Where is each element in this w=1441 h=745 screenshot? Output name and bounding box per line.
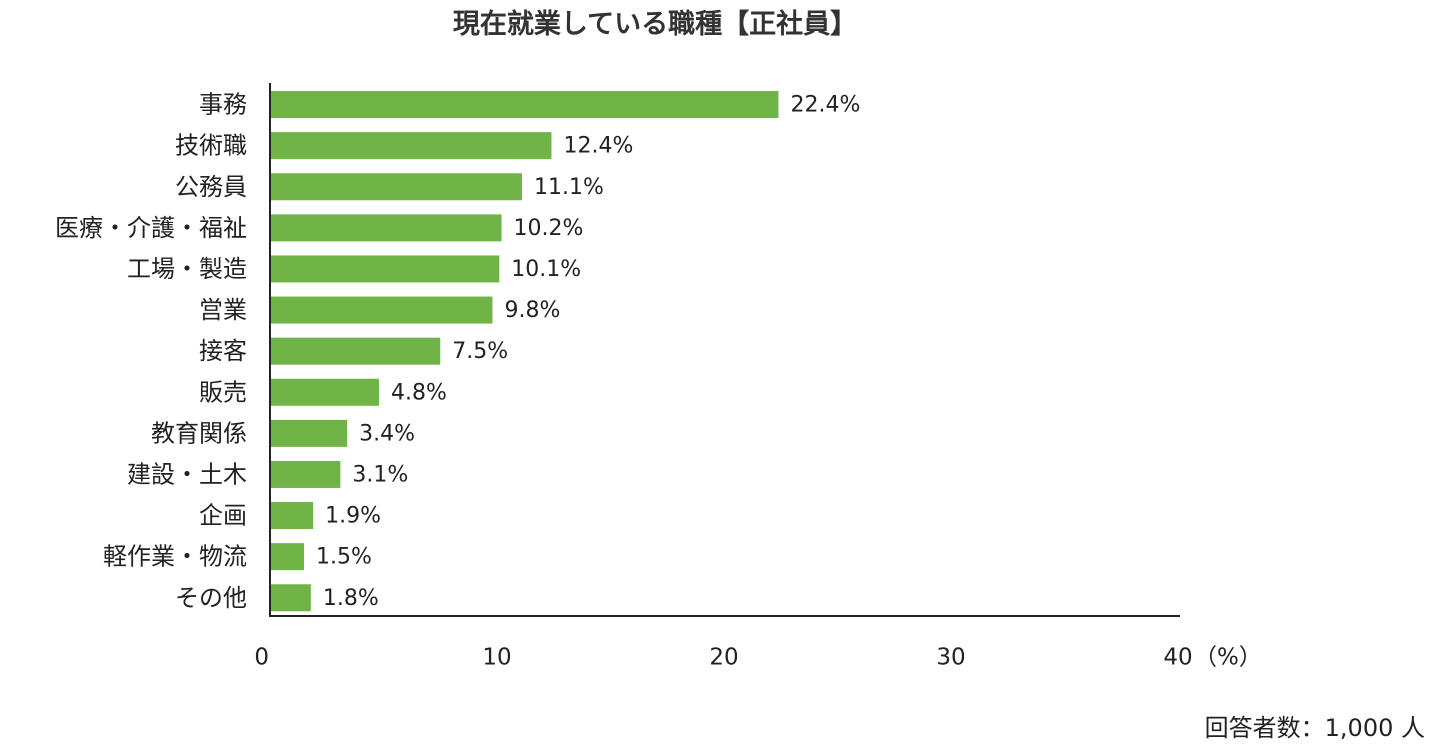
- category-label: その他: [175, 584, 247, 612]
- value-label: 10.1%: [511, 257, 581, 282]
- category-labels-layer: 事務技術職公務員医療・介護・福祉工場・製造営業接客販売教育関係建設・土木企画軽作…: [55, 91, 247, 612]
- chart-title: 現在就業している職種【正社員】: [452, 9, 858, 40]
- x-tick-label: 0: [254, 645, 269, 671]
- bar: [270, 296, 493, 324]
- value-label: 22.4%: [790, 93, 860, 118]
- value-label: 1.9%: [325, 504, 381, 529]
- x-unit-label: （%）: [1194, 645, 1262, 671]
- value-label: 3.1%: [352, 462, 408, 487]
- value-label: 9.8%: [504, 298, 560, 323]
- bar: [270, 132, 552, 160]
- bar: [270, 255, 500, 283]
- category-label: 教育関係: [151, 419, 247, 447]
- x-tick-label: 10: [482, 645, 511, 671]
- category-label: 工場・製造: [127, 255, 247, 283]
- category-label: 営業: [199, 296, 247, 324]
- bar: [270, 378, 379, 406]
- category-label: 企画: [199, 502, 247, 530]
- category-label: 建設・土木: [127, 460, 247, 488]
- value-label: 11.1%: [534, 175, 604, 200]
- category-label: 医療・介護・福祉: [55, 214, 247, 242]
- value-label: 4.8%: [391, 380, 447, 405]
- category-label: 技術職: [175, 132, 247, 160]
- bar: [270, 543, 305, 571]
- respondent-count-note: 回答者数：1,000 人: [1204, 714, 1425, 742]
- bar: [270, 502, 314, 530]
- category-label: 事務: [199, 91, 247, 119]
- value-label: 7.5%: [452, 339, 508, 364]
- category-label: 軽作業・物流: [103, 543, 247, 571]
- bar: [270, 173, 522, 201]
- value-label: 1.8%: [323, 586, 379, 611]
- bar: [270, 214, 502, 242]
- x-tick-label: 40: [1163, 645, 1192, 671]
- bar: [270, 337, 441, 365]
- category-label: 販売: [199, 378, 247, 406]
- bar: [270, 584, 311, 612]
- bar: [270, 460, 341, 488]
- value-label: 1.5%: [316, 545, 372, 570]
- bar: [270, 91, 779, 119]
- bar: [270, 419, 348, 447]
- value-labels-layer: 22.4% 12.4% 11.1% 10.2% 10.1% 9.8% 7.5%4.8% 3.4…: [316, 93, 860, 611]
- x-tick-label: 20: [709, 645, 738, 671]
- value-label: 3.4%: [359, 421, 415, 446]
- value-label: 10.2%: [514, 216, 584, 241]
- x-ticks-layer: 0 10 20 30 40 （%）: [254, 645, 1262, 671]
- bars-layer: [270, 91, 779, 612]
- value-label: 12.4%: [563, 134, 633, 159]
- x-tick-label: 30: [936, 645, 965, 671]
- category-label: 公務員: [175, 173, 247, 201]
- category-label: 接客: [199, 337, 247, 365]
